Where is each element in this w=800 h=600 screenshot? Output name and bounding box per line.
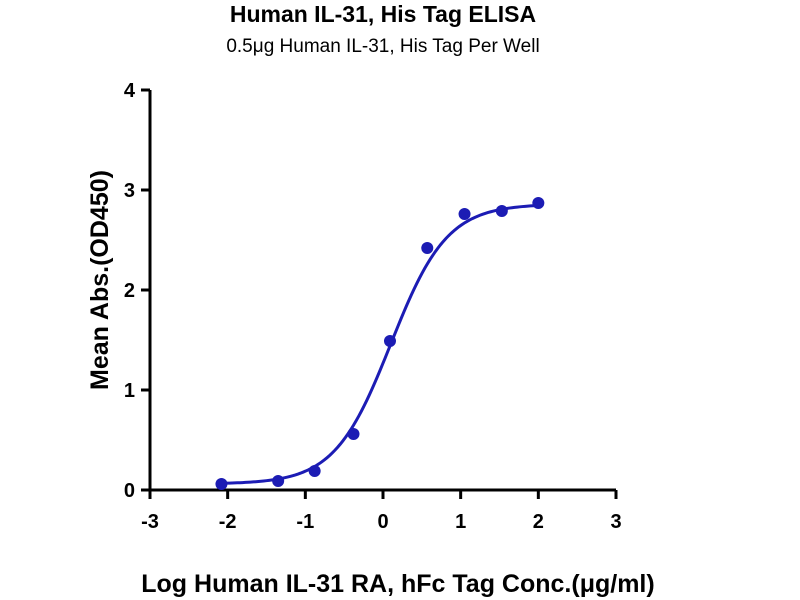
data-point (347, 428, 360, 440)
chart-subtitle: 0.5μg Human IL-31, His Tag Per Well (226, 36, 539, 57)
x-axis-label: Log Human IL-31 RA, hFc Tag Conc.(μg/ml) (141, 570, 654, 598)
x-tick-label: 2 (533, 511, 544, 533)
y-axis-label: Mean Abs.(OD450) (86, 170, 114, 390)
y-tick-label: 4 (124, 80, 136, 102)
data-points (215, 197, 545, 490)
x-tick-label: 3 (610, 511, 621, 533)
x-tick-label: 1 (455, 511, 466, 533)
data-point (383, 335, 396, 347)
x-tick-label: -2 (219, 511, 237, 533)
x-tick-label: -1 (296, 511, 314, 533)
fit-curve (221, 203, 539, 485)
chart-title: Human IL-31, His Tag ELISA (230, 1, 536, 27)
y-tick-label: 0 (124, 480, 135, 502)
y-ticks: 0 1 2 3 4 (124, 80, 150, 502)
data-point (495, 205, 508, 217)
data-point (308, 465, 321, 477)
data-point (458, 208, 471, 220)
x-ticks: -3 -2 -1 0 1 2 3 (141, 490, 622, 533)
axes (148, 90, 616, 492)
data-point (215, 478, 228, 490)
data-point (272, 475, 285, 487)
data-point (532, 197, 545, 209)
y-tick-label: 3 (124, 180, 135, 202)
y-tick-label: 2 (124, 280, 135, 302)
x-tick-label: -3 (141, 511, 159, 533)
y-tick-label: 1 (124, 380, 135, 402)
x-tick-label: 0 (377, 511, 388, 533)
data-point (421, 242, 434, 254)
